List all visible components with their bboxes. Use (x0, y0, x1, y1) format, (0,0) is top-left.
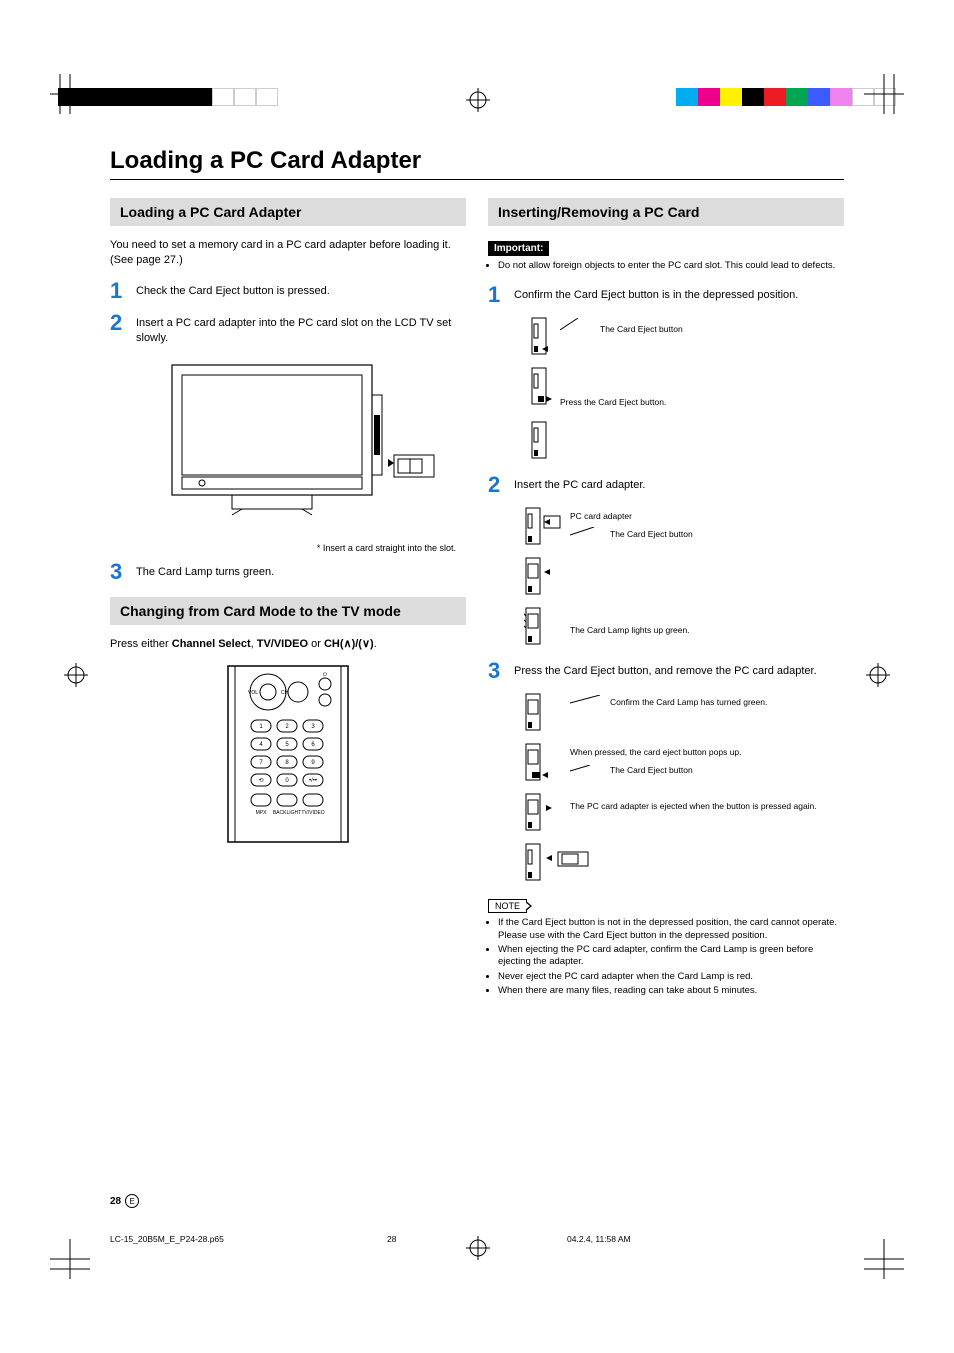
left-column: Loading a PC Card Adapter You need to se… (110, 198, 466, 999)
svg-text:7: 7 (259, 760, 263, 766)
right-step-3: 3 Press the Card Eject button, and remov… (488, 660, 844, 682)
step-text: Press the Card Eject button, and remove … (514, 660, 844, 682)
note-item: Never eject the PC card adapter when the… (498, 971, 844, 983)
note-item: When ejecting the PC card adapter, confi… (498, 944, 844, 969)
svg-text:3: 3 (311, 724, 315, 730)
note-item: If the Card Eject button is not in the d… (498, 917, 844, 942)
svg-text:8: 8 (285, 760, 289, 766)
note-list: If the Card Eject button is not in the d… (488, 917, 844, 997)
page-footer: 28 E (110, 1194, 139, 1208)
page-content: Loading a PC Card Adapter Loading a PC C… (110, 147, 844, 999)
illus-label: The PC card adapter is ejected when the … (570, 801, 817, 811)
registration-bar-left (58, 88, 278, 106)
svg-text:6: 6 (311, 742, 315, 748)
step-number: 1 (110, 280, 128, 302)
illus-label: When pressed, the card eject button pops… (570, 747, 742, 757)
step-3: 3 The Card Lamp turns green. (110, 561, 466, 583)
svg-text:9: 9 (311, 760, 315, 766)
step-number: 3 (110, 561, 128, 583)
step-text: Confirm the Card Eject button is in the … (514, 284, 844, 306)
right-illus-3: Confirm the Card Lamp has turned green. … (516, 692, 844, 882)
step-text: Check the Card Eject button is pressed. (136, 280, 466, 302)
illus-label: The Card Eject button (610, 765, 693, 775)
right-step-2: 2 Insert the PC card adapter. (488, 474, 844, 496)
title-rule (110, 179, 844, 180)
svg-text:0: 0 (285, 778, 289, 784)
step-text: Insert the PC card adapter. (514, 474, 844, 496)
crosshair-icon (466, 88, 490, 112)
svg-text:BACKLIGHT: BACKLIGHT (273, 810, 301, 816)
step-number: 2 (488, 474, 506, 496)
illus-label: Press the Card Eject button. (560, 397, 666, 407)
illus-label: The Card Eject button (610, 529, 693, 539)
svg-text:TV/VIDEO: TV/VIDEO (301, 810, 324, 816)
important-tag: Important: (488, 241, 549, 256)
step-text: The Card Lamp turns green. (136, 561, 466, 583)
illus-label: The Card Eject button (600, 324, 683, 334)
print-page: 28 (387, 1234, 567, 1244)
body-text: Channel Select (172, 638, 251, 650)
note-item: When there are many files, reading can t… (498, 985, 844, 997)
svg-text:MPX: MPX (256, 810, 268, 816)
registration-bar-right (676, 88, 896, 106)
step-1: 1 Check the Card Eject button is pressed… (110, 280, 466, 302)
body-text: . (374, 638, 377, 650)
right-column: Inserting/Removing a PC Card Important: … (488, 198, 844, 999)
lcd-illustration: * Insert a card straight into the slot. (142, 355, 466, 553)
step-number: 3 (488, 660, 506, 682)
svg-text:VOL: VOL (248, 690, 258, 696)
right-illus-2: PC card adapter The Card Eject button The… (516, 506, 844, 646)
important-item: Do not allow foreign objects to enter th… (498, 260, 844, 272)
illus-label: Confirm the Card Lamp has turned green. (610, 697, 767, 707)
remote-illustration: VOL CH ⏻ 1 2 3 4 5 6 7 8 9 ⟲ 0 •/•• (223, 664, 353, 844)
right-step-1: 1 Confirm the Card Eject button is in th… (488, 284, 844, 306)
print-date: 04.2.4, 11:58 AM (567, 1234, 844, 1244)
step-number: 1 (488, 284, 506, 306)
section-header-load: Loading a PC Card Adapter (110, 198, 466, 226)
page-number: 28 (110, 1196, 121, 1207)
svg-text:5: 5 (285, 742, 289, 748)
section-header-mode: Changing from Card Mode to the TV mode (110, 597, 466, 625)
illus-note: * Insert a card straight into the slot. (146, 543, 466, 553)
body-text: CH(∧)/(∨) (324, 638, 374, 650)
svg-text:2: 2 (285, 724, 289, 730)
illus-label: PC card adapter (570, 511, 632, 521)
crosshair-icon (866, 663, 890, 687)
crop-mark-icon (50, 74, 90, 114)
illus-label: The Card Lamp lights up green. (570, 625, 690, 635)
section-body: Press either Channel Select, TV/VIDEO or… (110, 637, 466, 652)
note-tag: NOTE (488, 899, 527, 913)
main-title: Loading a PC Card Adapter (110, 147, 844, 175)
svg-text:⟲: ⟲ (258, 778, 263, 784)
step-text: Insert a PC card adapter into the PC car… (136, 312, 466, 346)
print-file: LC-15_20B5M_E_P24-28.p65 (110, 1234, 387, 1244)
svg-text:CH: CH (281, 690, 289, 696)
section-body: You need to set a memory card in a PC ca… (110, 238, 466, 268)
svg-text:4: 4 (259, 742, 263, 748)
svg-text:•/••: •/•• (309, 778, 317, 784)
footer-e: E (125, 1194, 139, 1208)
crop-mark-icon (864, 74, 904, 114)
svg-text:1: 1 (259, 724, 263, 730)
print-footer: LC-15_20B5M_E_P24-28.p65 28 04.2.4, 11:5… (110, 1234, 844, 1244)
crop-mark-icon (864, 1239, 904, 1279)
svg-text:⏻: ⏻ (323, 672, 327, 678)
right-illus-1: The Card Eject button Press the Card Eje… (516, 316, 844, 460)
body-text: Press either (110, 638, 172, 650)
step-number: 2 (110, 312, 128, 346)
crosshair-icon (64, 663, 88, 687)
body-text: or (308, 638, 324, 650)
section-header-insert: Inserting/Removing a PC Card (488, 198, 844, 226)
body-text: TV/VIDEO (257, 638, 308, 650)
crop-mark-icon (50, 1239, 90, 1279)
important-list: Do not allow foreign objects to enter th… (488, 260, 844, 272)
step-2: 2 Insert a PC card adapter into the PC c… (110, 312, 466, 346)
